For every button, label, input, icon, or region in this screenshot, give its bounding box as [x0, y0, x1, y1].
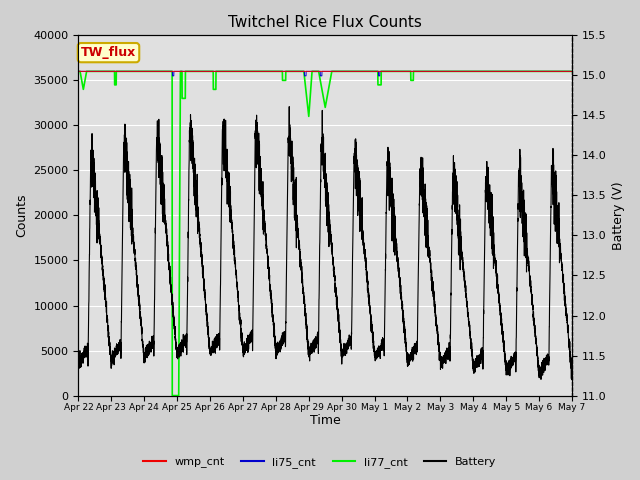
Title: Twitchel Rice Flux Counts: Twitchel Rice Flux Counts	[228, 15, 422, 30]
Y-axis label: Battery (V): Battery (V)	[612, 181, 625, 250]
Text: TW_flux: TW_flux	[81, 46, 136, 59]
X-axis label: Time: Time	[310, 414, 340, 427]
Legend: wmp_cnt, li75_cnt, li77_cnt, Battery: wmp_cnt, li75_cnt, li77_cnt, Battery	[139, 452, 501, 472]
Y-axis label: Counts: Counts	[15, 194, 28, 237]
